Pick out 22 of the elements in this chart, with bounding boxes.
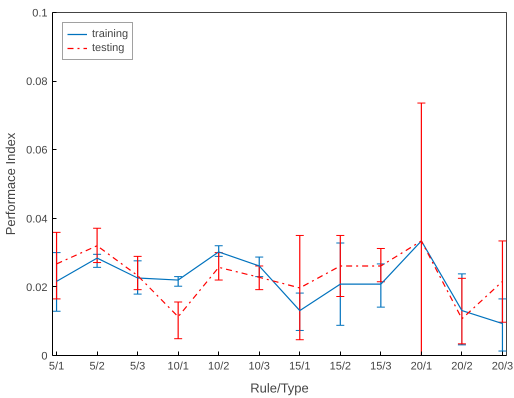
x-tick-label: 5/3 xyxy=(130,360,146,372)
y-tick-label: 0.1 xyxy=(32,8,48,20)
y-tick-label: 0 xyxy=(41,350,48,362)
y-axis-title: Performace Index xyxy=(3,132,18,236)
x-tick-label: 20/1 xyxy=(410,360,432,372)
y-tick-label: 0.04 xyxy=(26,213,48,226)
x-tick-label: 20/3 xyxy=(492,360,514,372)
legend-label: training xyxy=(92,27,128,41)
y-tick-label: 0.06 xyxy=(26,144,48,157)
y-tick-label: 0.08 xyxy=(26,76,48,88)
x-tick-label: 15/1 xyxy=(289,360,310,372)
x-tick-label: 5/1 xyxy=(48,360,64,372)
legend-label: testing xyxy=(92,41,124,55)
x-tick-label: 15/3 xyxy=(370,360,392,372)
x-tick-label: 10/1 xyxy=(167,360,189,372)
x-tick-label: 5/2 xyxy=(89,360,105,372)
y-tick-label: 0.02 xyxy=(26,282,48,294)
x-tick-label: 20/2 xyxy=(451,360,473,372)
x-tick-label: 10/3 xyxy=(248,360,270,372)
x-tick-label: 15/2 xyxy=(330,360,352,372)
x-tick-label: 10/2 xyxy=(208,360,230,372)
x-axis-title: Rule/Type xyxy=(250,380,309,396)
